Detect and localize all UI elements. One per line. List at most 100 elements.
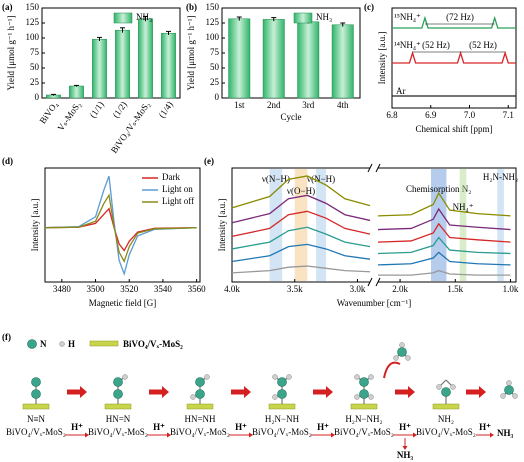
x-tick-label: 3560 <box>188 284 207 294</box>
legend-label: Light off <box>162 196 194 206</box>
x-tick-label: 1st <box>234 100 245 110</box>
atom-n <box>277 377 287 387</box>
series-line <box>231 175 511 217</box>
species-label: HN=NH <box>184 414 216 424</box>
x-axis-title: Wavenumber [cm⁻¹] <box>337 298 411 308</box>
atom-h <box>59 341 65 347</box>
annotation: (52 Hz) <box>422 40 450 50</box>
band-label: NH₄⁺ <box>453 202 474 212</box>
band-label: H₂N-NH₂ <box>483 172 518 182</box>
reaction-arrow-head <box>331 432 335 438</box>
axis-break-mark <box>375 163 381 173</box>
step-arrow <box>149 386 169 398</box>
reagent-label: H⁺ <box>317 422 329 432</box>
atom-h <box>500 393 506 399</box>
bar <box>92 38 107 99</box>
y-axis-title: Intensity [a.u.] <box>217 199 227 252</box>
axis-break-gap <box>370 280 378 284</box>
surface <box>350 403 378 410</box>
legend-label: N <box>40 339 47 349</box>
atom-h <box>272 394 278 400</box>
atom-n <box>195 389 205 399</box>
series-line <box>392 50 516 64</box>
x-tick-label: (1/2) <box>111 100 129 120</box>
axis-break-mark <box>367 163 373 173</box>
x-tick-label: 4.0k <box>224 284 240 294</box>
release-arrow <box>383 361 401 379</box>
annotation: ¹⁵NH₄⁺ <box>394 12 421 22</box>
surface-label: BiVO₄/Vₓ-MoS₂ <box>6 427 66 437</box>
axis-break-mark <box>375 277 381 287</box>
x-axis-title: Cycle <box>281 112 302 122</box>
panel-label: (c) <box>364 2 374 12</box>
band-label: ν(O−H) <box>287 186 315 196</box>
bar <box>161 32 176 99</box>
series-line <box>231 210 511 243</box>
reagent-label: H⁺ <box>399 422 411 432</box>
release-head <box>402 446 408 450</box>
x-tick-label: 1.0k <box>503 284 519 294</box>
x-tick-label: 7.1 <box>503 110 514 120</box>
y-tick-label: 100 <box>26 32 40 42</box>
x-tick-label: 7.0 <box>464 110 476 120</box>
reaction-arrow-head <box>249 432 253 438</box>
legend-swatch <box>293 12 313 24</box>
atom-h <box>506 380 512 386</box>
atom-n <box>397 347 407 357</box>
annotation: (72 Hz) <box>446 12 474 22</box>
product-label: NH₃ <box>497 428 514 438</box>
band-label: ν(N−H) <box>262 174 290 184</box>
plot-frame <box>44 167 201 283</box>
legend-label: Dark <box>162 172 180 182</box>
y-tick-label: 25 <box>30 77 40 87</box>
band-label: ν(N−H) <box>307 174 335 184</box>
atom-n <box>27 339 37 349</box>
y-tick-label: 0 <box>35 92 40 102</box>
x-tick-label: (1/1) <box>88 100 106 120</box>
species-label: N≡N <box>27 414 46 424</box>
x-tick-label: 4th <box>337 100 349 110</box>
x-axis-title: Chemical shift [ppm] <box>416 124 493 134</box>
atom-h <box>122 374 128 380</box>
bar <box>262 19 285 99</box>
axis-break-mark <box>367 277 373 287</box>
surface <box>22 403 50 410</box>
y-tick-label: 150 <box>206 2 220 12</box>
x-tick-label: 6.8 <box>386 110 398 120</box>
bar <box>297 21 320 99</box>
legend-label: BiVO₄/Vₓ-MoS₂ <box>123 339 183 349</box>
surface <box>268 403 296 410</box>
series-line <box>44 193 197 263</box>
band <box>497 169 504 281</box>
atom-n <box>359 377 369 387</box>
band <box>459 169 467 281</box>
x-tick-label: 3520 <box>120 284 139 294</box>
atom-h <box>286 374 292 380</box>
legend-label: NH₃ <box>316 12 332 22</box>
atom-h <box>272 374 278 380</box>
y-tick-label: 50 <box>210 62 220 72</box>
atom-h <box>399 342 405 348</box>
plot-frame <box>41 7 181 99</box>
surface-label: BiVO₄/Vₓ-MoS₂ <box>334 427 394 437</box>
step-arrow <box>395 386 415 398</box>
reaction-arrow-head <box>85 432 89 438</box>
atom-h <box>354 394 360 400</box>
series-line <box>231 194 511 231</box>
y-axis-title: Intensity [a.u.] <box>377 32 387 85</box>
step-arrow <box>313 386 333 398</box>
atom-h <box>354 374 360 380</box>
reaction-arrow-head <box>490 432 494 438</box>
y-tick-label: 25 <box>210 77 220 87</box>
x-tick-label: Vₛ-MoS₂ <box>55 100 82 133</box>
legend-label: Light on <box>162 184 193 194</box>
atom-n <box>31 377 41 387</box>
atom-h <box>450 384 456 390</box>
surface-label: BiVO₄/Vₓ-MoS₂ <box>416 427 476 437</box>
surface-label: BiVO₄/Vₓ-MoS₂ <box>88 427 148 437</box>
surface-label: BiVO₄/Vₓ-MoS₂ <box>170 427 230 437</box>
surface <box>186 403 214 410</box>
surface <box>89 340 119 347</box>
band-label: Chemisorption N₂ <box>406 184 471 194</box>
